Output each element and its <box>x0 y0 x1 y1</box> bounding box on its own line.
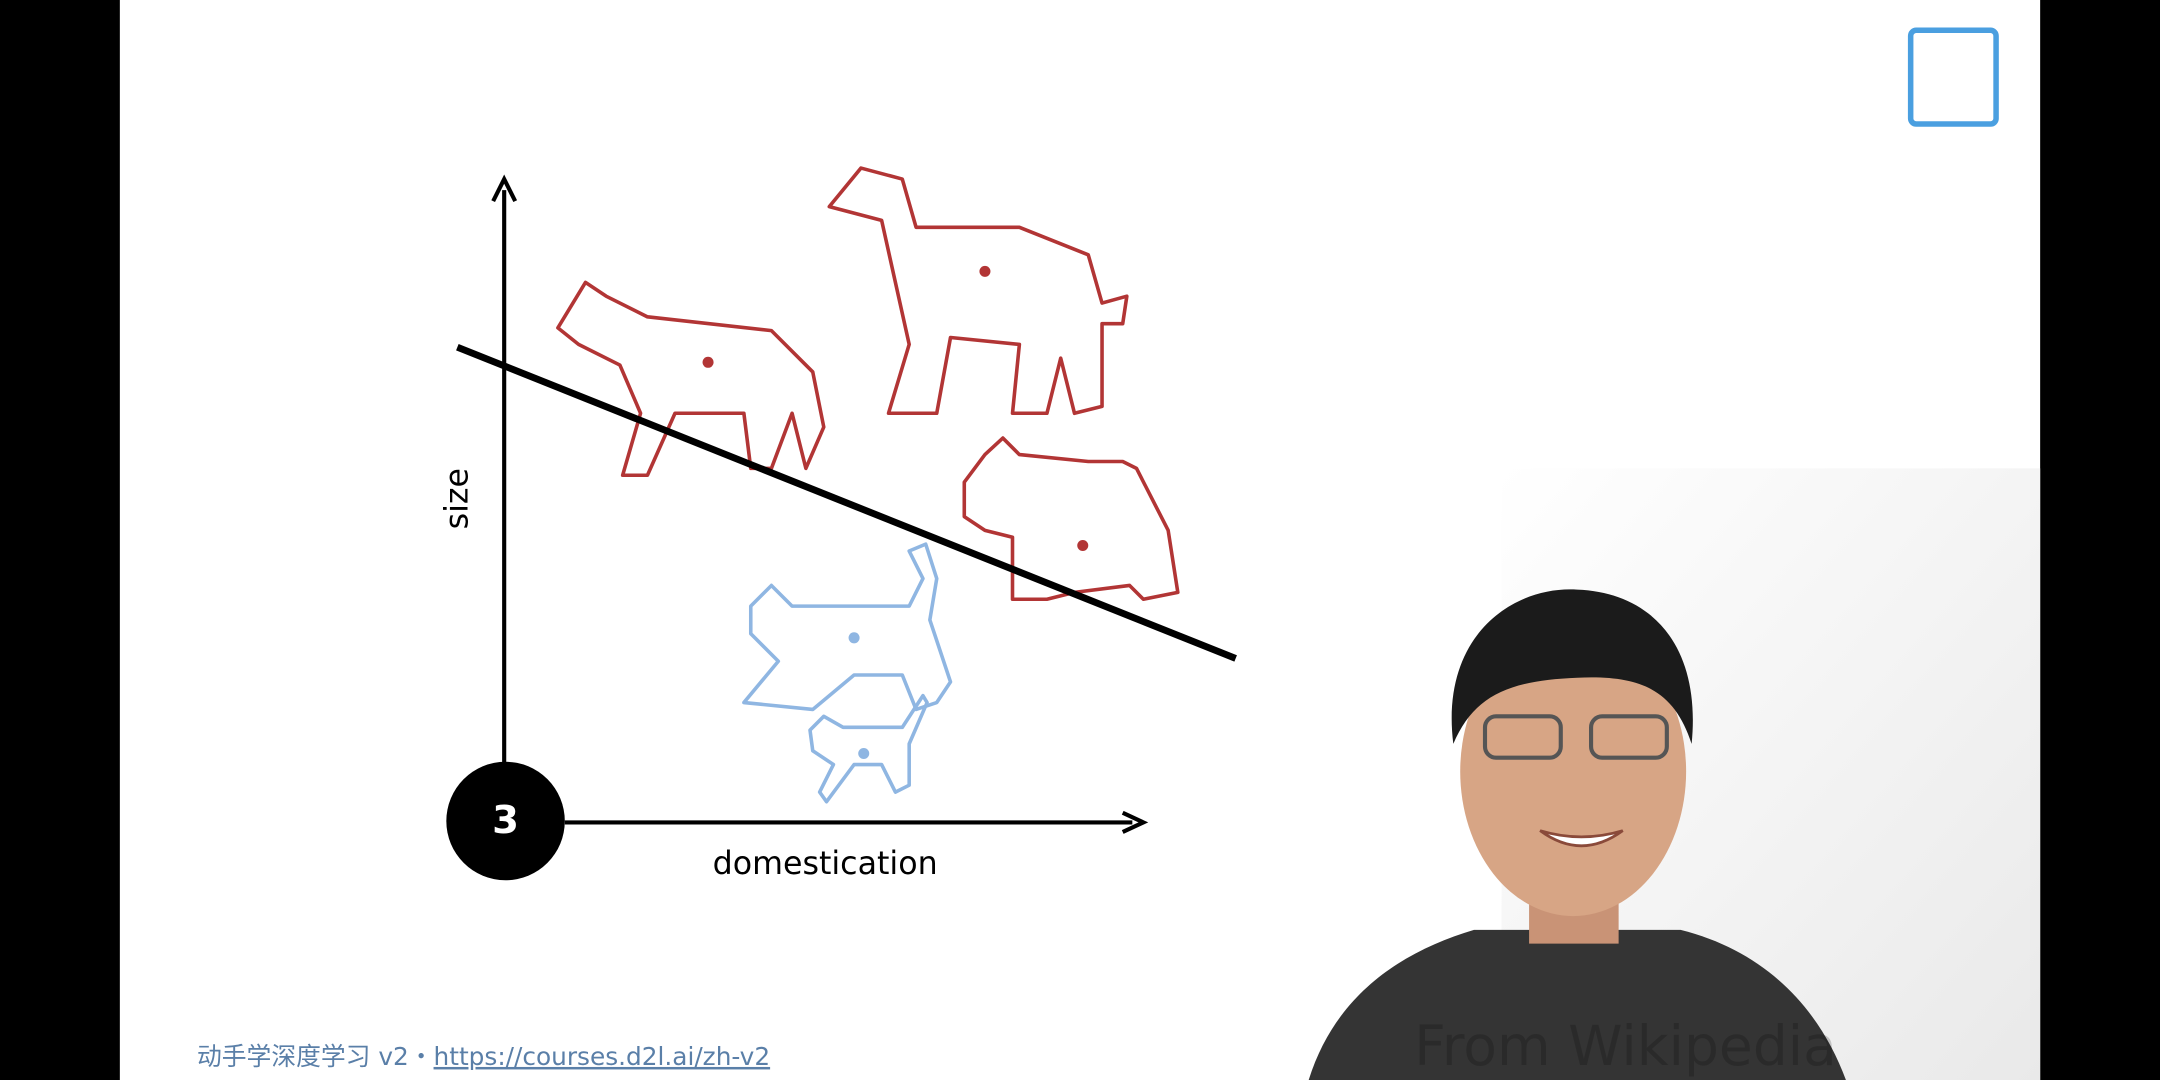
decision-boundary <box>456 343 1237 662</box>
step-number: 3 <box>492 798 519 843</box>
kitten-point <box>858 748 870 760</box>
separator: ・ <box>409 1042 434 1071</box>
speaker-hair <box>1451 589 1693 744</box>
wolf-outline <box>556 280 826 478</box>
y-axis-label: size <box>440 468 476 529</box>
greyhound-outline <box>827 166 1129 416</box>
y-axis-arrow <box>491 174 518 203</box>
cat-point <box>848 632 860 644</box>
terrier-point <box>1077 540 1089 552</box>
greyhound-point <box>979 265 991 277</box>
speaker-glasses-left <box>1482 714 1563 760</box>
speaker-face <box>1460 626 1687 917</box>
x-axis-arrow <box>1121 810 1149 834</box>
x-axis-label: domestication <box>713 846 938 882</box>
course-link[interactable]: https://courses.d2l.ai/zh-v2 <box>434 1042 771 1071</box>
watermark: From Wikipedia <box>1414 1014 1837 1078</box>
step-badge <box>446 761 565 881</box>
channel-logo <box>1907 27 1999 127</box>
cat-outline <box>742 542 953 712</box>
footer: 动手学深度学习 v2・https://courses.d2l.ai/zh-v2 <box>197 1042 770 1071</box>
speaker-mouth <box>1539 829 1624 848</box>
speaker-glasses-right <box>1589 714 1669 760</box>
kitten-outline <box>808 693 929 804</box>
speaker-shirt <box>1308 929 1846 1080</box>
course-name: 动手学深度学习 v2 <box>197 1042 409 1071</box>
terrier-outline <box>962 436 1180 602</box>
wolf-point <box>702 356 714 368</box>
